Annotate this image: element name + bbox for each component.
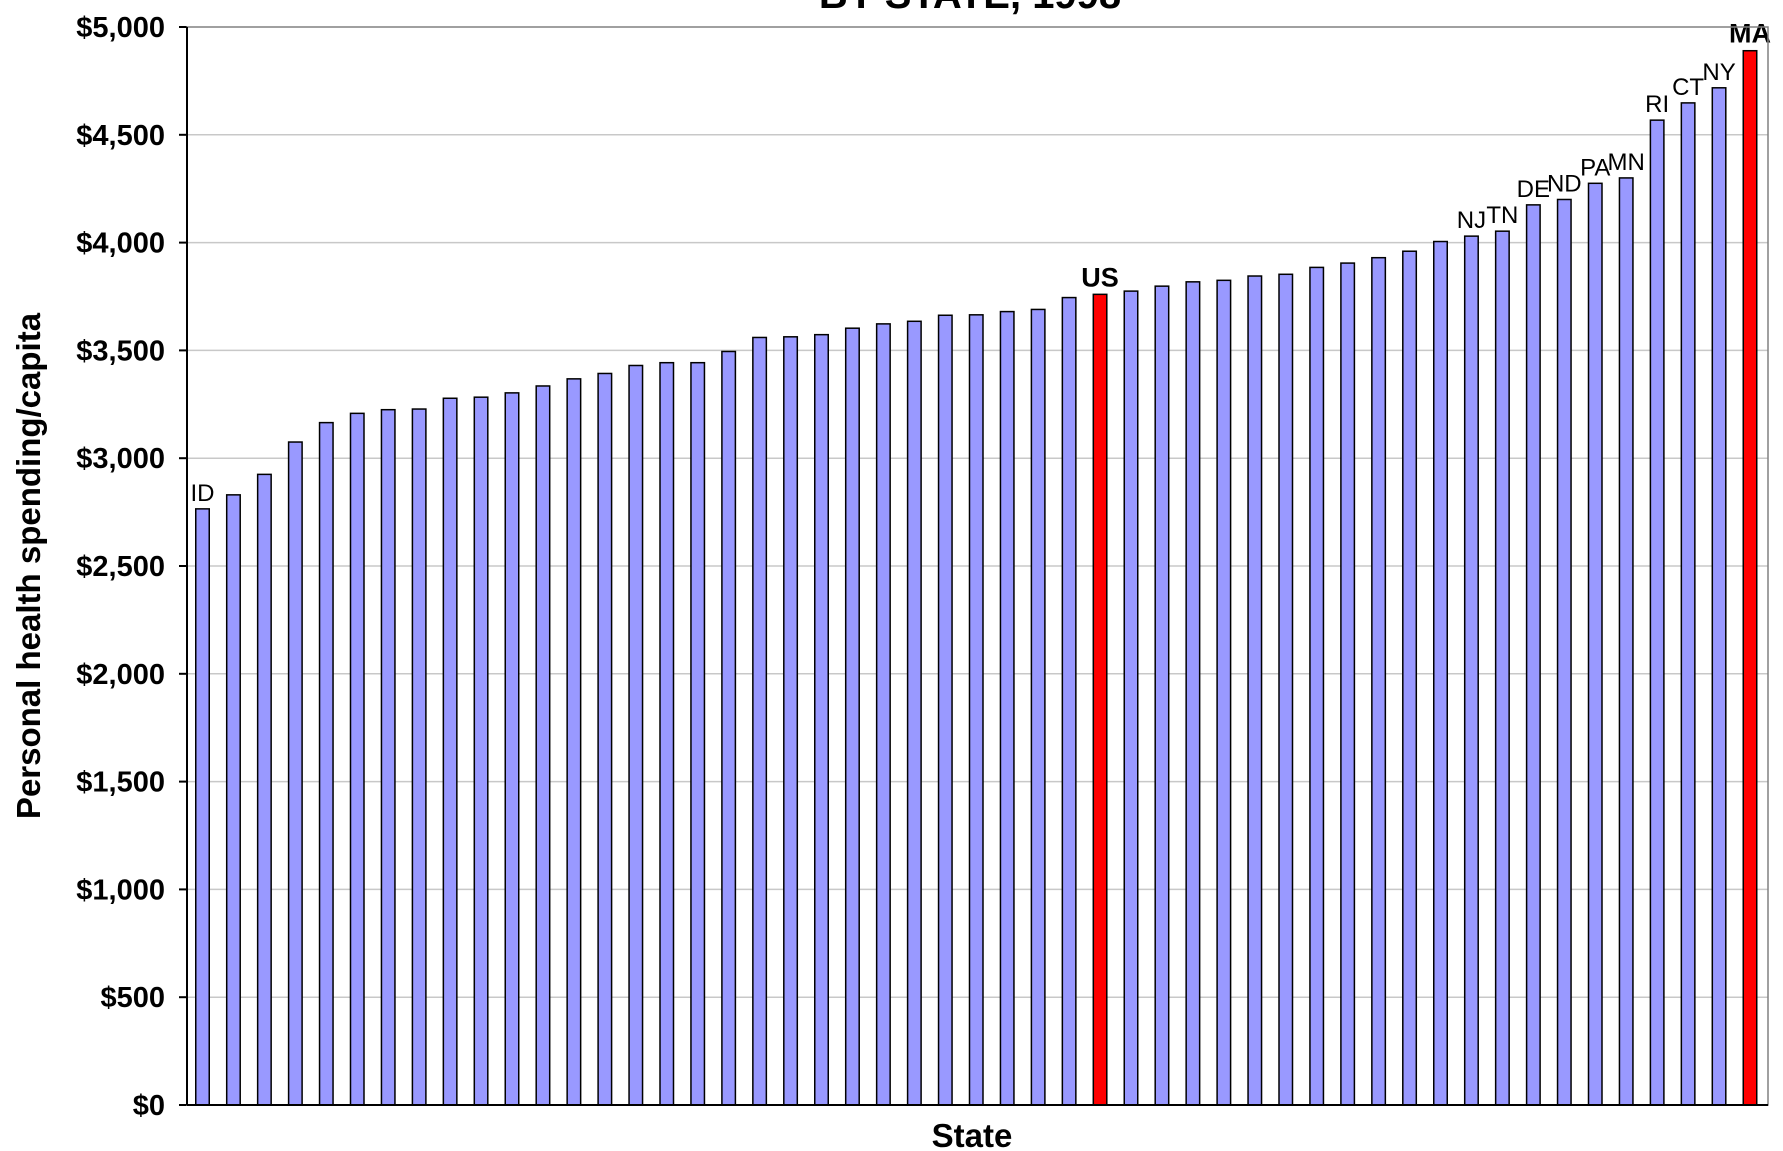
y-tick-label: $2,500 [76,551,165,583]
bar-label: RI [1645,91,1669,118]
bar [1371,256,1387,1106]
y-tick-label: $3,000 [76,443,165,475]
y-tick-label: $4,000 [76,228,165,260]
bar [628,364,644,1106]
bar [442,397,458,1106]
bar [1247,275,1263,1106]
bar [1402,250,1418,1106]
bar [1185,281,1201,1106]
y-tick-label: $4,500 [76,120,165,152]
bar [1278,273,1294,1106]
bar [380,408,396,1106]
bar-label: ID [191,480,215,507]
bar [349,412,365,1106]
bar [906,320,922,1106]
y-axis-ticks: $0 $500 $1,000 $1,500 $2,000 $2,500 $3,000 $3,5… [76,12,187,1122]
bar-label: MN [1608,149,1645,176]
bar [1340,262,1356,1106]
bar [1309,266,1325,1106]
bar [318,421,334,1106]
bar [256,473,272,1106]
bar-label: CT [1672,74,1704,101]
y-tick-label: $5,000 [76,12,165,44]
bar-label: NJ [1457,207,1486,234]
bar [1680,102,1696,1106]
bar [1123,290,1139,1106]
bar-label: ND [1547,170,1582,197]
bar [1649,119,1665,1106]
x-axis-label: State [932,1117,1013,1151]
bar-label: TN [1486,202,1518,229]
bar [690,361,706,1106]
bar [1494,230,1510,1106]
bar [597,372,613,1106]
bar [721,350,737,1106]
bar-highlight [1092,293,1108,1106]
y-tick-label: $1,500 [76,767,165,799]
y-axis-label: Personal health spending/capita [10,312,47,819]
bar [1463,235,1479,1106]
bar [535,385,551,1106]
bar [783,336,799,1106]
bar [225,494,241,1106]
bar [1030,308,1046,1106]
bar [659,361,675,1106]
bar [1433,240,1448,1106]
y-tick-label: $1,000 [76,874,165,906]
y-tick-label: $0 [133,1090,165,1122]
bar [287,441,303,1106]
bar [1618,177,1634,1106]
bar [1556,198,1572,1106]
chart-title: BY STATE, 1998 [819,0,1121,17]
bar-label: PA [1580,154,1610,181]
y-tick-label: $2,000 [76,659,165,691]
bar [566,378,582,1106]
bar-highlight [1742,49,1758,1106]
bar-label: MA [1729,19,1771,49]
bar [752,336,768,1106]
bar [504,392,520,1106]
bar-label: US [1081,262,1119,292]
bar [473,396,489,1106]
bar [937,314,953,1106]
bar [1525,204,1541,1106]
bar [195,508,210,1106]
bar [1711,87,1727,1106]
bar [1154,285,1170,1106]
y-tick-label: $500 [100,982,165,1014]
bar-label: DE [1517,176,1550,203]
bar-label: NY [1702,59,1735,86]
bar [968,314,984,1106]
bar [1061,296,1077,1106]
bar [1216,279,1232,1106]
bars [195,49,1758,1106]
bar [1587,182,1603,1106]
bar [999,310,1015,1106]
bar [411,408,427,1106]
bar [814,333,829,1106]
y-tick-label: $3,500 [76,335,165,367]
bar [844,327,860,1106]
bar [875,323,891,1106]
